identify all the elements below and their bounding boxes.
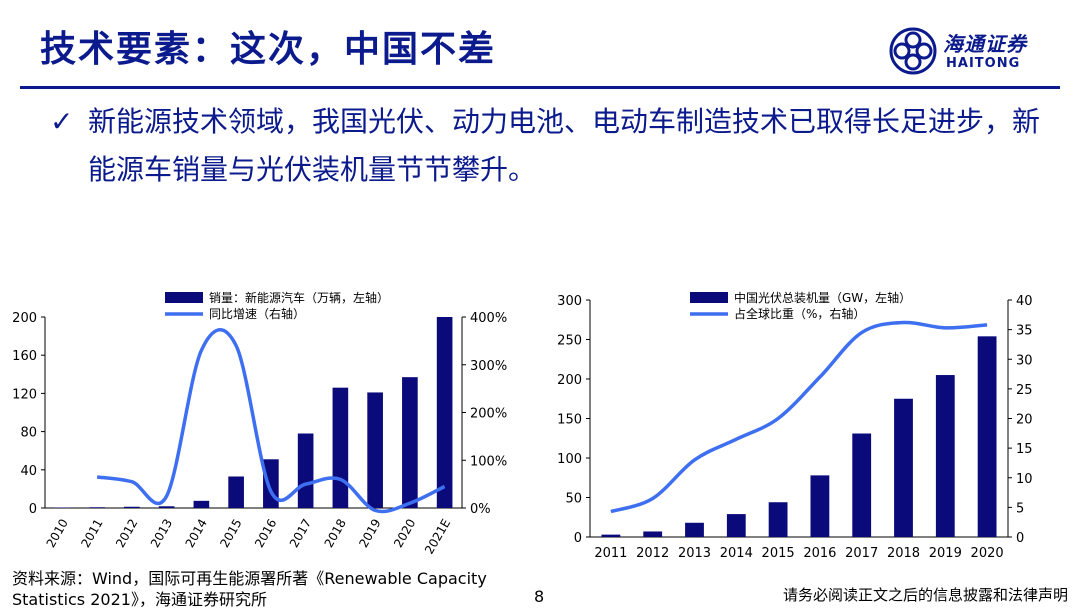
logo-name-cn: 海通证券 — [943, 28, 1027, 57]
bar — [852, 434, 871, 537]
title-divider — [20, 86, 1060, 89]
bar — [727, 514, 746, 537]
category-label: 2012 — [113, 517, 140, 550]
nev-sales-chart: 0 40 80 120 160 200 0% 100% 200% 300% 400% 2010 2011… — [0, 280, 540, 555]
right-tick-label: 30 — [1016, 353, 1033, 368]
left-tick-label: 250 — [557, 334, 582, 349]
left-tick-label: 100 — [557, 452, 582, 467]
right-tick-label: 25 — [1016, 383, 1033, 398]
category-label: 2013 — [678, 546, 711, 561]
bar — [437, 317, 453, 508]
category-label: 2014 — [183, 517, 210, 550]
bar — [685, 523, 704, 537]
category-label: 2017 — [845, 546, 878, 561]
right-tick-label: 200% — [470, 407, 507, 422]
bar — [367, 392, 383, 508]
right-tick-label: 0 — [1016, 531, 1024, 546]
disclaimer: 请务必阅读正文之后的信息披露和法律声明 — [783, 584, 1068, 605]
category-label: 2018 — [322, 517, 349, 550]
pv-installed-chart: 0 50 100 150 200 250 300 0 5 10 15 20 25 30 35 40 2011 20… — [545, 280, 1080, 570]
left-tick-label: 300 — [557, 294, 582, 309]
bar — [894, 399, 913, 537]
category-label: 2014 — [720, 546, 753, 561]
category-label: 2019 — [929, 546, 962, 561]
category-label: 2021E — [422, 517, 453, 556]
category-label: 2016 — [252, 517, 279, 550]
bar — [124, 507, 140, 508]
category-label: 2019 — [356, 517, 383, 550]
bar — [333, 388, 349, 508]
bar — [228, 476, 244, 508]
legend-bar-swatch — [165, 292, 203, 303]
legend-bar-swatch — [690, 292, 728, 303]
bar — [194, 501, 210, 508]
right-tick-label: 10 — [1016, 472, 1033, 487]
left-tick-label: 200 — [12, 311, 37, 326]
right-tick-label: 100% — [470, 454, 507, 469]
category-label: 2020 — [971, 546, 1004, 561]
category-label: 2015 — [762, 546, 795, 561]
bar — [601, 535, 620, 537]
right-tick-label: 35 — [1016, 324, 1033, 339]
category-label: 2010 — [44, 517, 71, 550]
left-tick-label: 120 — [12, 387, 37, 402]
left-tick-label: 200 — [557, 373, 582, 388]
right-tick-label: 20 — [1016, 413, 1033, 428]
legend-bar-label: 中国光伏总装机量（GW，左轴） — [734, 290, 911, 305]
source-note: 资料来源：Wind，国际可再生能源署所著《Renewable Capacity … — [12, 568, 552, 610]
right-tick-label: 300% — [470, 359, 507, 374]
category-label: 2013 — [148, 517, 175, 550]
category-label: 2017 — [287, 517, 314, 550]
bar — [769, 502, 788, 537]
left-tick-label: 80 — [20, 426, 37, 441]
bar — [298, 434, 314, 508]
right-tick-label: 5 — [1016, 501, 1024, 516]
check-icon: ✓ — [50, 98, 73, 146]
company-logo: 海通证券 HAITONG — [888, 26, 1048, 76]
page-title: 技术要素：这次，中国不差 — [40, 20, 496, 72]
right-tick-label: 15 — [1016, 442, 1033, 457]
bar — [936, 375, 955, 537]
left-tick-label: 150 — [557, 413, 582, 428]
bar — [643, 531, 662, 537]
left-tick-label: 160 — [12, 349, 37, 364]
category-label: 2015 — [217, 517, 244, 550]
legend-bar-label: 销量：新能源汽车（万辆，左轴） — [209, 290, 389, 305]
haitong-logo-icon — [888, 26, 938, 76]
category-label: 2018 — [887, 546, 920, 561]
category-label: 2011 — [78, 517, 105, 550]
bar — [159, 506, 175, 508]
legend-line-label: 同比增速（右轴） — [209, 306, 305, 321]
right-tick-label: 0% — [470, 502, 491, 517]
series-line — [611, 322, 987, 511]
bar — [978, 336, 997, 537]
category-label: 2011 — [594, 546, 627, 561]
bar — [89, 507, 105, 508]
bar — [402, 377, 418, 508]
right-tick-label: 40 — [1016, 294, 1033, 309]
category-label: 2016 — [803, 546, 836, 561]
bullet-text: 新能源技术领域，我国光伏、动力电池、电动车制造技术已取得长足进步，新能源车销量与… — [88, 98, 1048, 194]
category-label: 2020 — [391, 517, 418, 550]
left-tick-label: 0 — [574, 531, 582, 546]
left-tick-label: 50 — [565, 492, 582, 507]
left-tick-label: 0 — [29, 502, 37, 517]
legend-line-label: 占全球比重（%，右轴） — [734, 306, 865, 321]
right-tick-label: 400% — [470, 311, 507, 326]
logo-name-en: HAITONG — [946, 56, 1020, 71]
left-tick-label: 40 — [20, 464, 37, 479]
category-label: 2012 — [636, 546, 669, 561]
bar — [810, 475, 829, 537]
page-number: 8 — [534, 587, 544, 606]
